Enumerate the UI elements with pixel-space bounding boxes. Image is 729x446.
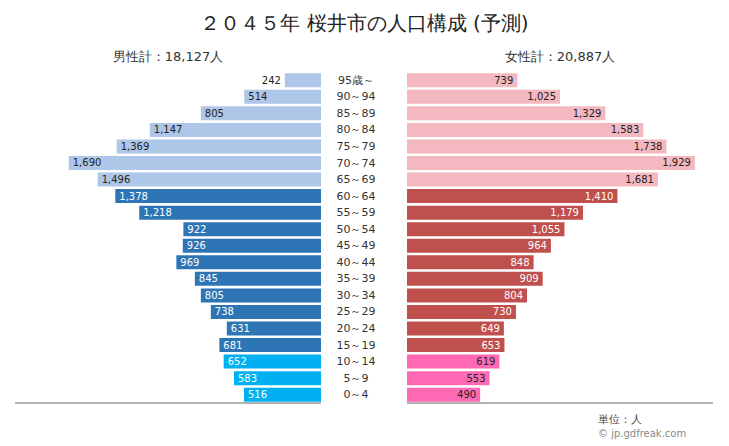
svg-text:1,681: 1,681 xyxy=(625,174,654,185)
svg-text:1,690: 1,690 xyxy=(73,157,102,168)
svg-text:964: 964 xyxy=(528,240,547,251)
svg-text:653: 653 xyxy=(481,340,500,351)
svg-text:1,329: 1,329 xyxy=(573,108,602,119)
svg-text:848: 848 xyxy=(510,257,529,268)
svg-text:25～29: 25～29 xyxy=(337,305,376,318)
svg-text:55～59: 55～59 xyxy=(337,206,376,219)
html-text:男性計：18,127人: 男性計：18,127人 xyxy=(112,49,224,64)
svg-text:1,179: 1,179 xyxy=(550,207,579,218)
svg-text:1,218: 1,218 xyxy=(143,207,172,218)
svg-text:969: 969 xyxy=(180,257,199,268)
svg-text:90～94: 90～94 xyxy=(337,90,376,103)
svg-text:1,929: 1,929 xyxy=(662,157,691,168)
svg-text:30～34: 30～34 xyxy=(337,289,376,302)
svg-text:909: 909 xyxy=(520,273,539,284)
svg-text:1,738: 1,738 xyxy=(634,141,663,152)
svg-text:35～39: 35～39 xyxy=(337,272,376,285)
svg-text:1,583: 1,583 xyxy=(611,124,640,135)
svg-text:553: 553 xyxy=(466,373,485,384)
svg-text:730: 730 xyxy=(493,306,512,317)
svg-text:490: 490 xyxy=(457,389,476,400)
html-text:女性計：20,887人: 女性計：20,887人 xyxy=(504,49,616,64)
svg-text:514: 514 xyxy=(248,91,267,102)
svg-text:922: 922 xyxy=(187,224,206,235)
svg-text:1,369: 1,369 xyxy=(121,141,150,152)
svg-text:75～79: 75～79 xyxy=(337,140,376,153)
svg-text:652: 652 xyxy=(228,356,247,367)
svg-text:40～44: 40～44 xyxy=(337,256,376,269)
svg-text:20～24: 20～24 xyxy=(337,322,376,335)
svg-text:80～84: 80～84 xyxy=(337,123,376,136)
svg-text:65～69: 65～69 xyxy=(337,173,376,186)
html-text:２０４５年 桜井市の人口構成 (予測): ２０４５年 桜井市の人口構成 (予測) xyxy=(200,11,529,35)
svg-text:0～4: 0～4 xyxy=(344,388,369,401)
svg-text:739: 739 xyxy=(494,75,513,86)
svg-text:583: 583 xyxy=(238,373,257,384)
svg-text:242: 242 xyxy=(262,75,281,86)
svg-text:1,147: 1,147 xyxy=(154,124,183,135)
svg-text:60～64: 60～64 xyxy=(337,190,376,203)
svg-text:5～9: 5～9 xyxy=(344,372,369,385)
html-text:単位：人: 単位：人 xyxy=(598,413,642,426)
svg-text:1,410: 1,410 xyxy=(585,191,614,202)
svg-text:805: 805 xyxy=(205,290,224,301)
svg-text:1,025: 1,025 xyxy=(527,91,556,102)
svg-text:70～74: 70～74 xyxy=(337,157,376,170)
svg-text:516: 516 xyxy=(248,389,267,400)
svg-text:738: 738 xyxy=(215,306,234,317)
svg-text:681: 681 xyxy=(223,340,242,351)
svg-text:1,496: 1,496 xyxy=(102,174,131,185)
svg-text:95歳～: 95歳～ xyxy=(338,74,374,87)
svg-text:805: 805 xyxy=(205,108,224,119)
svg-text:15～19: 15～19 xyxy=(337,339,376,352)
svg-text:926: 926 xyxy=(187,240,206,251)
html-text:© jp.gdfreak.com: © jp.gdfreak.com xyxy=(598,428,687,439)
svg-text:649: 649 xyxy=(481,323,500,334)
svg-text:845: 845 xyxy=(199,273,218,284)
svg-text:619: 619 xyxy=(476,356,495,367)
svg-text:804: 804 xyxy=(504,290,523,301)
svg-text:85～89: 85～89 xyxy=(337,107,376,120)
svg-text:631: 631 xyxy=(231,323,250,334)
svg-text:1,378: 1,378 xyxy=(119,191,148,202)
svg-text:50～54: 50～54 xyxy=(337,223,376,236)
svg-text:45～49: 45～49 xyxy=(337,239,376,252)
svg-text:1,055: 1,055 xyxy=(532,224,561,235)
svg-text:10～14: 10～14 xyxy=(337,355,376,368)
